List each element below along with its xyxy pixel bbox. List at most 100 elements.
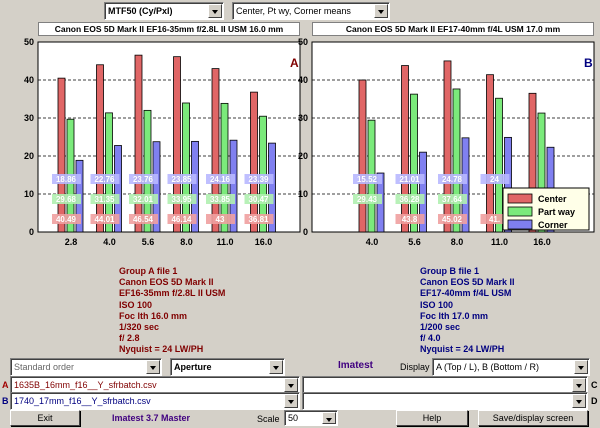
help-button[interactable]: Help: [396, 410, 468, 426]
data-label-bg: [129, 214, 158, 224]
display-select-value: A (Top / L), B (Bottom / R): [436, 362, 540, 372]
x-tick-label: 4.0: [366, 237, 379, 247]
bar-center: [134, 54, 143, 233]
data-label: 24.78: [442, 175, 463, 184]
data-label-bg: [438, 214, 467, 224]
info-line: 1/320 sec: [119, 322, 160, 333]
data-label: 43.8: [402, 215, 418, 224]
file-a-value: 1635B_16mm_f16__Y_sfrbatch.csv: [14, 380, 157, 390]
chevron-down-icon[interactable]: [322, 412, 336, 424]
data-label: 44.01: [94, 215, 115, 224]
x-tick-label: 11.0: [491, 237, 508, 247]
file-d-select[interactable]: [302, 392, 588, 410]
data-label-bg: [129, 174, 158, 184]
bar-part-way: [537, 112, 546, 233]
bar-corner: [114, 145, 122, 233]
info-line: Nyquist = 24 LW/PH: [119, 344, 204, 355]
bar-center: [401, 65, 409, 233]
data-label: 18.86: [56, 175, 77, 184]
data-label-bg: [480, 214, 510, 224]
chart-b-legend: Center Part way Corner: [502, 187, 590, 231]
x-tick-label: 16.0: [533, 237, 551, 247]
aperture-select-value: Aperture: [174, 362, 212, 372]
bar-center: [528, 92, 537, 233]
order-select[interactable]: Standard order: [10, 358, 162, 376]
bar-center: [486, 74, 494, 233]
scale-label: Scale: [257, 414, 280, 424]
data-label-bg: [167, 214, 197, 224]
chevron-down-icon[interactable]: [284, 394, 298, 408]
y-tick-label: 50: [24, 37, 34, 47]
data-label: 23.76: [133, 175, 154, 184]
data-label-bg: [353, 174, 382, 184]
info-line: ISO 100: [119, 299, 153, 310]
chevron-down-icon[interactable]: [269, 360, 283, 374]
group-b-info: Group B file 1 Canon EOS 5D Mark II EF17-4…: [420, 266, 515, 356]
data-label: 22.76: [94, 175, 115, 184]
row-b-label: B: [2, 396, 9, 406]
mode-select[interactable]: Center, Pt wy, Corner means: [232, 2, 390, 20]
data-label-bg: [129, 194, 158, 204]
chevron-down-icon[interactable]: [374, 4, 388, 18]
panel-letter: A: [290, 56, 299, 70]
info-line: EF17-40mm f/4L USM: [420, 288, 512, 299]
x-tick-label: 5.6: [142, 237, 155, 247]
y-tick-label: 0: [29, 227, 34, 237]
order-select-value: Standard order: [14, 362, 75, 372]
save-display-button[interactable]: Save/display screen: [478, 410, 588, 426]
info-line: ISO 100: [420, 299, 454, 310]
measure-select-value: MTF50 (Cy/Pxl): [108, 6, 173, 16]
file-b-value: 1740_17mm_f16__Y_sfrbatch.csv: [14, 396, 151, 406]
data-label-bg: [480, 174, 510, 184]
bar-part-way: [495, 97, 503, 233]
exit-button[interactable]: Exit: [10, 410, 80, 426]
data-label: 32.01: [133, 195, 154, 204]
chevron-down-icon[interactable]: [572, 394, 586, 408]
row-d-label: D: [591, 396, 598, 406]
chevron-down-icon[interactable]: [572, 378, 586, 392]
data-label: 23.85: [171, 175, 192, 184]
chevron-down-icon[interactable]: [574, 360, 588, 374]
data-label: 24.16: [210, 175, 231, 184]
legend-swatch: [507, 219, 533, 230]
version-label: Imatest 3.7 Master: [112, 413, 191, 423]
data-label: 37.64: [442, 195, 463, 204]
data-label-bg: [52, 194, 81, 204]
data-label: 41.: [489, 215, 500, 224]
data-label-bg: [206, 194, 235, 204]
data-label: 24: [490, 175, 499, 184]
data-label: 29.68: [56, 195, 77, 204]
scale-select[interactable]: 50: [284, 410, 338, 426]
data-label: 45.02: [442, 215, 463, 224]
data-label-bg: [395, 214, 425, 224]
measure-select[interactable]: MTF50 (Cy/Pxl): [104, 2, 224, 20]
info-line: Foc lth 17.0 mm: [420, 310, 489, 321]
data-label: 46.54: [133, 215, 154, 224]
x-tick-label: 4.0: [103, 237, 116, 247]
bar-center: [173, 56, 181, 233]
data-label-bg: [90, 214, 120, 224]
chevron-down-icon[interactable]: [146, 360, 160, 374]
data-label-bg: [395, 174, 425, 184]
aperture-select[interactable]: Aperture: [170, 358, 285, 376]
data-label-bg: [244, 194, 274, 204]
x-tick-label: 5.6: [408, 237, 421, 247]
data-label: 33.95: [171, 195, 192, 204]
chevron-down-icon[interactable]: [208, 4, 222, 18]
data-label: 46.14: [171, 215, 192, 224]
bar-part-way: [182, 102, 190, 233]
y-tick-label: 10: [298, 189, 308, 199]
bar-part-way: [220, 102, 229, 233]
file-b-select[interactable]: 1740_17mm_f16__Y_sfrbatch.csv: [10, 392, 300, 410]
data-label-bg: [353, 194, 382, 204]
y-tick-label: 50: [298, 37, 308, 47]
chart-b-title: Canon EOS 5D Mark II EF17-40mm f/4L USM …: [312, 22, 594, 36]
row-a-label: A: [2, 380, 9, 390]
data-label: 36.28: [399, 195, 420, 204]
chevron-down-icon[interactable]: [284, 378, 298, 392]
display-select[interactable]: A (Top / L), B (Bottom / R): [432, 358, 590, 376]
bar-center: [211, 68, 220, 233]
bar-center: [250, 91, 258, 233]
data-label-bg: [206, 214, 235, 224]
data-label: 36.81: [248, 215, 269, 224]
